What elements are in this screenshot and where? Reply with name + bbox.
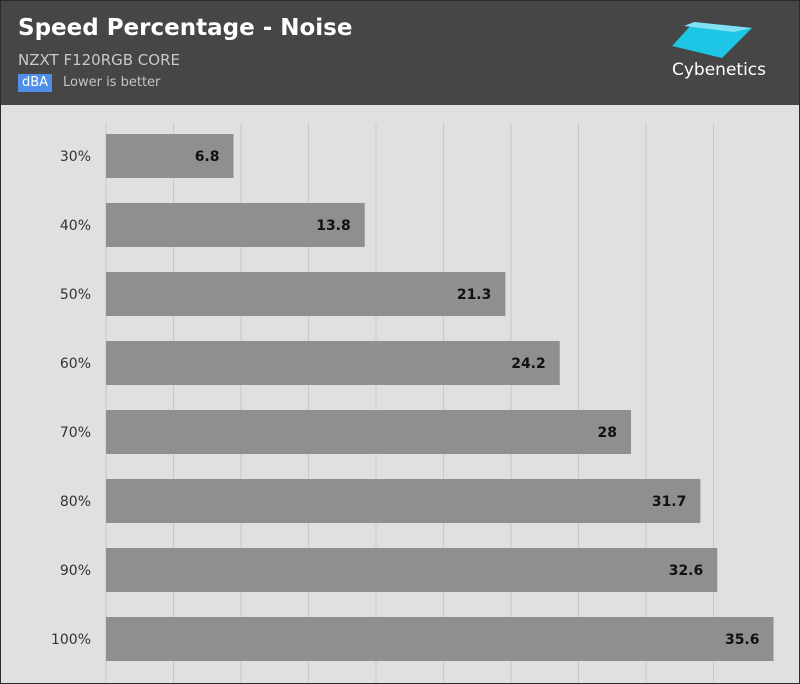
value-label: 13.8 xyxy=(316,218,351,234)
category-label: 30% xyxy=(60,149,91,165)
category-label: 50% xyxy=(60,287,91,303)
bar-80pct xyxy=(106,479,701,523)
category-label: 80% xyxy=(60,494,91,510)
category-label: 60% xyxy=(60,356,91,372)
value-label: 24.2 xyxy=(511,356,546,372)
chart-subtitle: NZXT F120RGB CORE xyxy=(18,51,180,69)
category-label: 70% xyxy=(60,425,91,441)
bar-90pct xyxy=(106,548,718,592)
value-label: 6.8 xyxy=(195,149,220,165)
value-label: 35.6 xyxy=(725,632,760,648)
lower-is-better-note: Lower is better xyxy=(63,75,161,90)
bar-60pct xyxy=(106,341,560,385)
value-label: 28 xyxy=(598,425,617,441)
bar-30pct xyxy=(106,134,234,178)
bar-chart: 30% 6.8 40% 13.8 50% 21.3 60% 24.2 70% 28 80% 31.7 9… xyxy=(51,123,774,683)
bar-40pct xyxy=(106,203,365,247)
value-label: 31.7 xyxy=(652,494,687,510)
unit-badge: dBA xyxy=(18,74,53,92)
cybenetics-logo: Cybenetics xyxy=(664,18,774,88)
cybenetics-logo-icon xyxy=(672,22,752,58)
bar-50pct xyxy=(106,272,506,316)
value-label: 21.3 xyxy=(457,287,492,303)
bar-100pct xyxy=(106,617,774,661)
category-label: 90% xyxy=(60,563,91,579)
chart-header: Speed Percentage - Noise NZXT F120RGB CO… xyxy=(1,1,799,105)
bar-70pct xyxy=(106,410,631,454)
chart-title: Speed Percentage - Noise xyxy=(18,15,353,41)
value-label: 32.6 xyxy=(669,563,704,579)
logo-text: Cybenetics xyxy=(671,60,766,80)
category-label: 40% xyxy=(60,218,91,234)
category-label: 100% xyxy=(51,632,91,648)
